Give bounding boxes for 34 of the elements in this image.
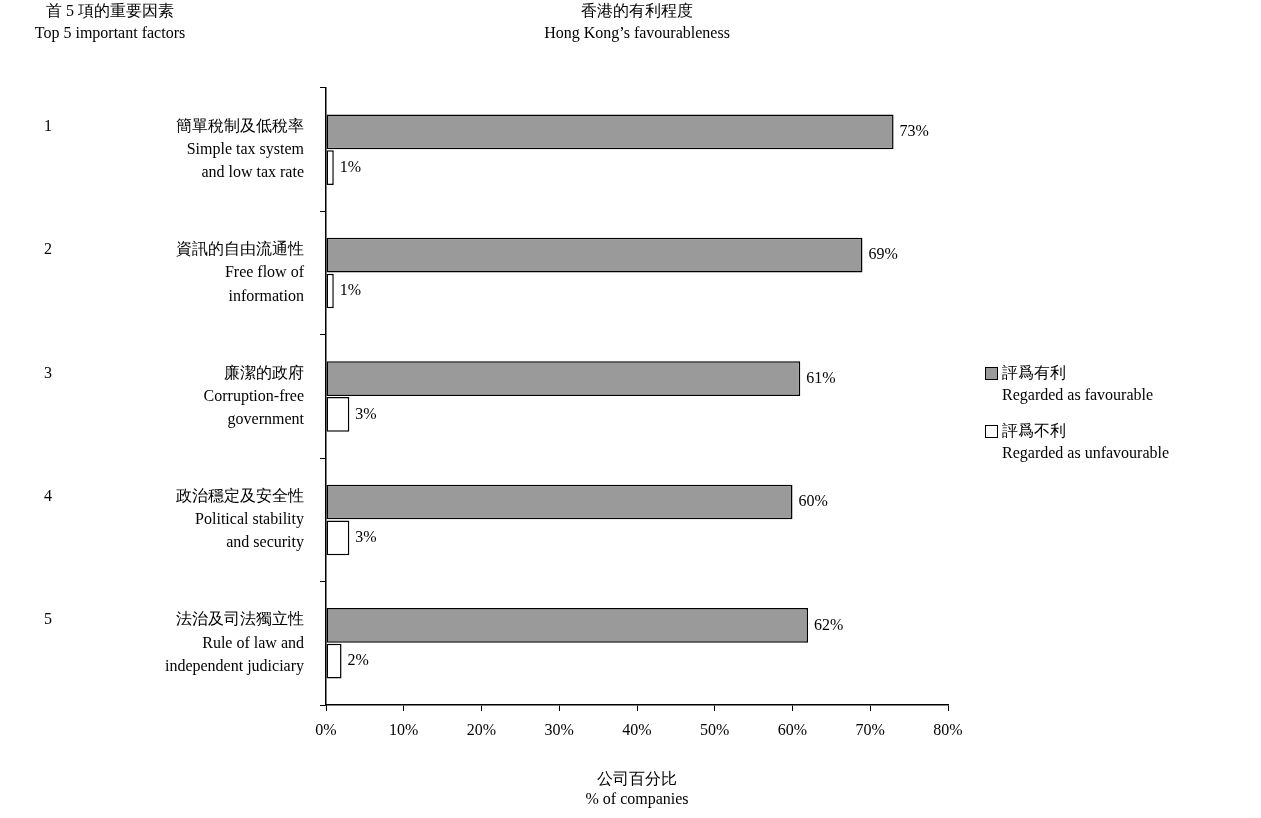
x-tick-label: 30% [544,720,574,738]
text: 5 [44,610,52,628]
data-label: 1% [339,157,362,175]
y-tick-label: 法治及司法獨立性 Rule of law and independent judiciary [164,610,304,675]
y-tick-label: 資訊的自由流通性 Free flow of information [176,240,305,304]
y-tick-label: 政治穩定及安全性 Political stability and security [176,486,304,552]
data-label: 3% [355,404,377,422]
x-tick-label: 40% [622,720,652,738]
data-label: 2% [347,651,369,669]
x-tick-label: 70% [855,720,885,738]
chart-title: 香港的有利程度 Hong Kong’s favourableness [544,2,730,43]
text: 3 [44,363,52,381]
data-label: 73% [899,122,929,140]
data-label: 61% [806,368,836,386]
y-axis-title: 首 5 項的重要因素 Top 5 important factors [34,2,186,43]
x-tick-label: 60% [777,720,808,738]
text: 2 [44,240,52,258]
data-label: 1% [339,281,362,299]
x-tick-label: 20% [466,720,497,738]
data-label: 60% [798,492,828,510]
x-axis-title: 公司百分比 % of companies [585,770,689,808]
legend-label: 評爲有利 Regarded as favourable [1002,363,1154,406]
y-tick-label: 簡單稅制及低稅率 Simple tax system and low tax rate [176,116,305,181]
data-label: 69% [868,245,898,263]
text: 評爲不利 Regarded as unfavourable [1002,421,1170,464]
text: 4 [44,486,52,504]
data-label: 3% [355,528,377,545]
data-label: 62% [814,615,844,633]
y-tick-label: 廉潔的政府 Corruption-free government [203,363,305,428]
x-tick-label: 80% [933,720,963,738]
x-tick-label: 50% [700,720,730,738]
text: 1 [44,116,52,134]
x-tick-label: 10% [389,720,419,738]
x-tick-label: 0% [315,720,337,738]
